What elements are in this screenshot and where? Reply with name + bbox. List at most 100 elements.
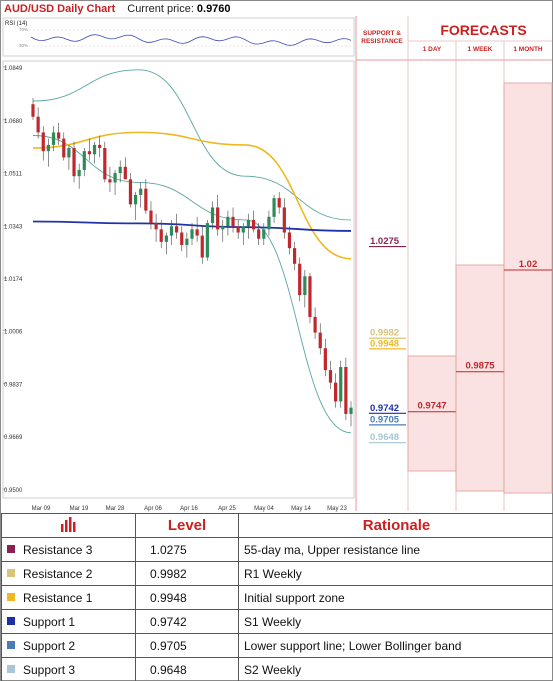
- level-name-cell: Support 1: [1, 609, 136, 634]
- col-1-day: 1 DAY: [422, 46, 442, 53]
- x-tick-label: Mar 19: [70, 506, 89, 512]
- chart-header: AUD/USD Daily Chart Current price: 0.9760: [4, 2, 231, 16]
- level-swatch: [7, 641, 15, 650]
- candle-body: [103, 148, 107, 180]
- rationale-cell: Lower support line; Lower Bollinger band: [238, 633, 553, 658]
- forecast-range-one_week: [455, 264, 505, 492]
- rationale-header: Rationale: [238, 513, 553, 538]
- candle-body: [154, 223, 158, 230]
- x-tick-label: May 23: [327, 506, 347, 512]
- chart-title: AUD/USD Daily Chart: [4, 3, 116, 15]
- y-tick-label: 0.9837: [4, 383, 23, 389]
- candle-body: [149, 210, 153, 224]
- price-chart: RSI (14) 70% 30% 1.0849 1.0680 1.0511 1.034…: [2, 16, 553, 512]
- candle-body: [195, 229, 199, 236]
- level-label: 0.9705: [370, 414, 400, 425]
- candle-body: [77, 169, 81, 177]
- candle-body: [205, 223, 209, 258]
- level-value-cell: 0.9742: [135, 609, 239, 634]
- candle-body: [257, 229, 261, 239]
- forecasts-title: FORECASTS: [440, 22, 527, 38]
- price-plot-frame: [2, 60, 355, 499]
- bar-chart-icon: [60, 517, 75, 532]
- level-swatch: [7, 665, 15, 674]
- level-name: Resistance 3: [23, 542, 93, 557]
- candle-body: [287, 232, 292, 249]
- candle-body: [67, 148, 71, 158]
- candle-body: [169, 226, 174, 236]
- level-name: Support 2: [23, 638, 76, 653]
- level-swatch: [7, 569, 15, 578]
- col-1-week: 1 WEEK: [467, 46, 493, 53]
- candle-body: [272, 198, 276, 217]
- candle-body: [128, 179, 133, 205]
- candle-body: [57, 132, 61, 139]
- forecast-value-one_month: 1.02: [519, 259, 538, 270]
- level-name-cell: Support 2: [1, 633, 136, 658]
- candle-body: [87, 151, 92, 155]
- candle-body: [277, 198, 281, 208]
- level-label: 0.9648: [370, 432, 399, 443]
- candle-body: [159, 229, 163, 242]
- level-name-cell: Support 3: [1, 657, 136, 681]
- x-tick-label: Mar 28: [106, 506, 125, 512]
- y-tick-label: 1.0174: [4, 277, 23, 283]
- candle-body: [251, 219, 256, 230]
- rationale-cell: Initial support zone: [238, 585, 553, 610]
- level-value-cell: 0.9982: [135, 561, 239, 586]
- level-label: 0.9948: [370, 338, 399, 349]
- y-tick-label: 1.0006: [4, 330, 23, 336]
- y-tick-label: 1.0849: [4, 66, 23, 72]
- level-name-cell: Resistance 3: [1, 537, 136, 562]
- rationale-cell: S2 Weekly: [238, 657, 553, 681]
- forecast-range-one_month: [503, 82, 553, 494]
- candle-body: [180, 232, 184, 245]
- candle-body: [292, 248, 297, 264]
- candle-body: [139, 188, 143, 195]
- rsi-panel: RSI (14) 70% 30%: [2, 17, 355, 57]
- rationale-cell: R1 Weekly: [238, 561, 553, 586]
- x-tick-label: Apr 25: [218, 506, 236, 512]
- level-value-cell: 1.0275: [135, 537, 239, 562]
- candle-body: [303, 276, 307, 296]
- ma-short-line: [32, 131, 352, 260]
- candle-body: [164, 235, 168, 242]
- x-tick-label: Mar 09: [32, 506, 51, 512]
- table-row: Support 2 0.9705 Lower support line; Lower…: [1, 633, 553, 658]
- level-label: 0.9742: [370, 403, 399, 414]
- level-label: 1.0275: [370, 236, 400, 247]
- table-icon-cell: [1, 513, 136, 538]
- y-tick-label: 1.0511: [4, 172, 23, 178]
- table-row: Support 3 0.9648 S2 Weekly: [1, 657, 553, 681]
- rationale-cell: S1 Weekly: [238, 609, 553, 634]
- forecast-value-one_day: 0.9747: [417, 401, 446, 412]
- candle-body: [36, 116, 40, 133]
- rsi-level-30: 30%: [19, 43, 28, 48]
- candle-body: [334, 382, 338, 402]
- candle-body: [298, 263, 302, 296]
- level-name: Resistance 2: [23, 566, 93, 581]
- forecast-range-one_day: [407, 355, 457, 472]
- candle-body: [282, 207, 286, 233]
- candle-body: [231, 216, 235, 227]
- level-swatch: [7, 617, 15, 626]
- candle-body: [144, 188, 148, 211]
- rsi-line: [30, 34, 352, 46]
- level-label: 0.9982: [370, 328, 399, 339]
- level-name-cell: Resistance 2: [1, 561, 136, 586]
- level-name: Support 1: [23, 614, 76, 629]
- candle-body: [236, 226, 240, 233]
- candle-body: [210, 207, 215, 224]
- candle-body: [318, 332, 322, 349]
- candle-body: [82, 151, 86, 170]
- level-swatch: [7, 545, 15, 554]
- support-resistance-label: SUPPORT & RESISTANCE: [361, 30, 403, 45]
- x-tick-label: Apr 16: [180, 506, 198, 512]
- y-tick-label: 1.0680: [4, 119, 23, 125]
- bollinger-upper-line: [32, 69, 352, 221]
- candle-body: [349, 407, 353, 414]
- candle-body: [175, 226, 179, 233]
- candle-body: [72, 148, 76, 177]
- level-header: Level: [135, 513, 239, 538]
